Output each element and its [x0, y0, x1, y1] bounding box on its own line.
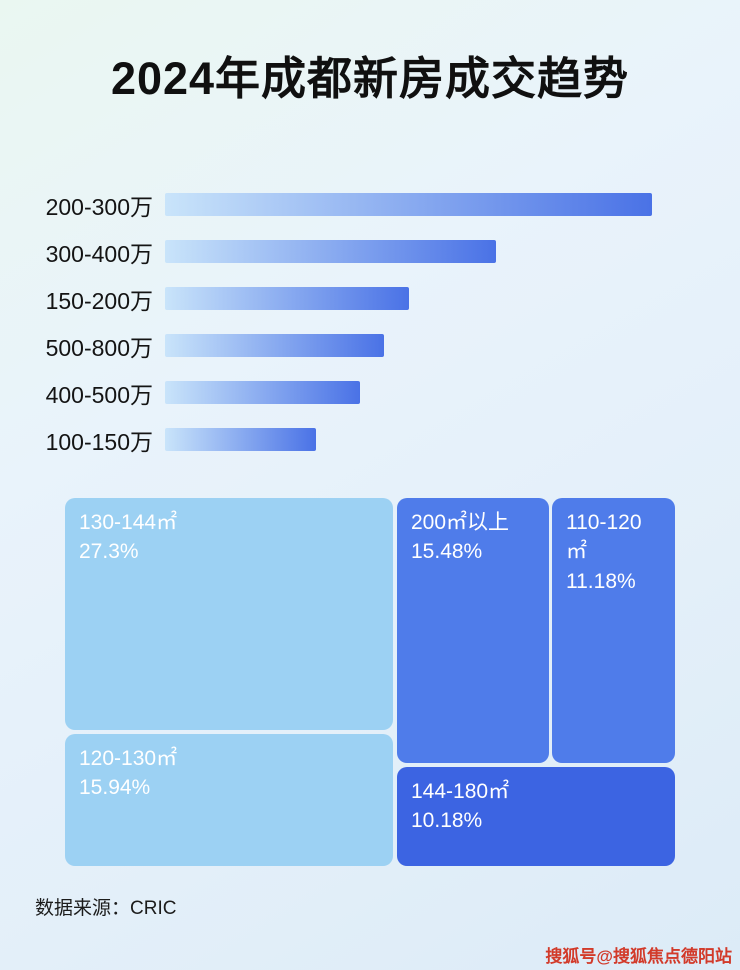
- bar-chart: 200-300万 300-400万 150-200万 500-800万 400-500万…: [30, 181, 690, 463]
- bar: [165, 334, 384, 357]
- bar-track: [165, 193, 690, 216]
- bar-row: 500-800万: [30, 322, 690, 369]
- bar-label: 300-400万: [45, 240, 153, 267]
- bar-row: 200-300万: [30, 181, 690, 228]
- bar-track: [165, 428, 690, 451]
- treemap-block-value: 11.18%: [566, 569, 636, 593]
- bar-row: 300-400万: [30, 228, 690, 275]
- treemap-block: 130-144㎡ 27.3%: [65, 498, 393, 730]
- treemap-block: 120-130㎡ 15.94%: [65, 734, 393, 866]
- bar-label: 150-200万: [45, 287, 153, 314]
- bar-label: 400-500万: [45, 381, 153, 408]
- treemap-block-label: 120-130㎡: [79, 747, 178, 770]
- bar-label: 100-150万: [45, 428, 153, 455]
- treemap-block-label: 110-120㎡: [566, 511, 642, 564]
- watermark: 搜狐号@搜狐焦点德阳站: [545, 947, 732, 966]
- page-title: 2024年成都新房成交趋势: [110, 53, 630, 104]
- bar-row: 150-200万: [30, 275, 690, 322]
- bar-row: 400-500万: [30, 369, 690, 416]
- treemap-block-value: 15.94%: [79, 776, 151, 800]
- treemap-block-label: 130-144㎡: [79, 511, 178, 534]
- treemap-block-label: 144-180㎡: [411, 780, 510, 803]
- bar: [165, 381, 360, 404]
- bar: [165, 287, 409, 310]
- bar-label: 500-800万: [45, 334, 153, 361]
- bar: [165, 428, 316, 451]
- bar: [165, 240, 496, 263]
- treemap-block-value: 15.48%: [411, 540, 483, 564]
- bar-label: 200-300万: [45, 193, 153, 220]
- bar-row: 100-150万: [30, 416, 690, 463]
- bar-track: [165, 287, 690, 310]
- treemap-block: 200㎡以上 15.48%: [397, 498, 549, 763]
- treemap-block-value: 10.18%: [411, 809, 483, 833]
- bar: [165, 193, 652, 216]
- bar-track: [165, 381, 690, 404]
- treemap-block-value: 27.3%: [79, 540, 139, 564]
- bar-track: [165, 334, 690, 357]
- bar-track: [165, 240, 690, 263]
- treemap-block: 144-180㎡ 10.18%: [397, 767, 675, 866]
- treemap-block: 110-120㎡ 11.18%: [552, 498, 675, 763]
- data-source-note: 数据来源：CRIC: [35, 898, 177, 919]
- treemap: 130-144㎡ 27.3% 200㎡以上 15.48% 110-120㎡ 11…: [65, 498, 675, 866]
- treemap-block-label: 200㎡以上: [411, 511, 510, 534]
